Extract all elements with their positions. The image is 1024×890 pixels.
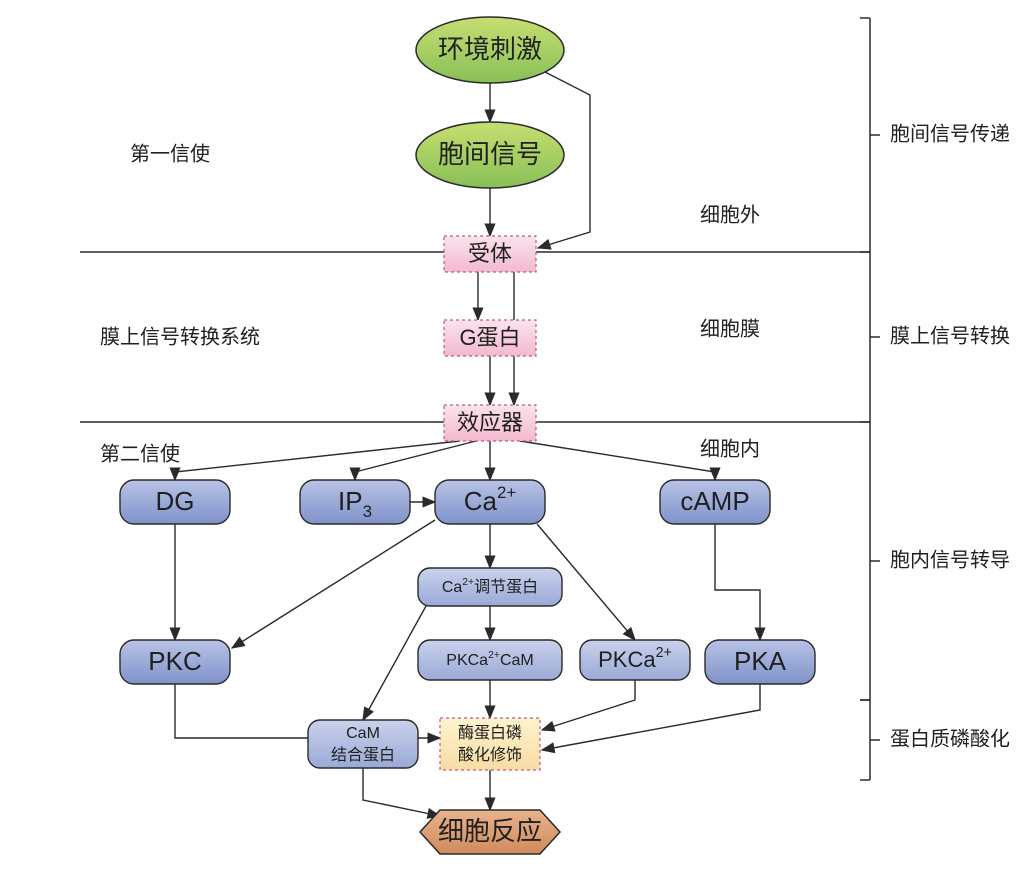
edge-pka-enzyme [542, 684, 760, 750]
edge-cambind-response [363, 768, 440, 816]
node-pka: PKA [705, 640, 815, 684]
side-label-left1: 第一信使 [130, 142, 210, 165]
side-label-left2: 膜上信号转换系统 [100, 325, 260, 348]
node-camp: cAMP [660, 480, 770, 524]
nodes: 环境刺激胞间信号受体 G蛋白效应器 DG IP3 Ca2+ cAMP Ca2+调节蛋白 PKC… [120, 17, 815, 854]
edge-effector-dg [175, 441, 460, 480]
node-label: cAMP [680, 486, 749, 516]
node-ca: Ca2+ [435, 480, 545, 524]
node-label: DG [156, 486, 195, 516]
bracket-label-b3: 胞内信号转导 [890, 548, 1010, 571]
node-dg: DG [120, 480, 230, 524]
labels: 第一信使膜上信号转换系统第二信使 细胞外细胞膜细胞内 [100, 142, 760, 465]
node-label: G蛋白 [459, 325, 520, 350]
node-label: 酶蛋白磷 [458, 724, 522, 742]
side-label-left3: 第二信使 [100, 442, 180, 465]
node-cambind: CaM 结合蛋白 [308, 720, 418, 768]
node-label: Ca2+调节蛋白 [442, 577, 538, 596]
node-stimulus: 环境刺激 [416, 17, 564, 83]
node-label: PKC [148, 646, 201, 676]
node-enzyme: 酶蛋白磷酸化修饰 [440, 718, 540, 770]
edge-ca-pkc [232, 520, 435, 648]
side-label-right3: 细胞内 [700, 437, 760, 460]
side-label-right2: 细胞膜 [700, 317, 760, 340]
edge-careg-cambind [363, 606, 426, 720]
node-pkcacam: PKCa2+CaM [418, 640, 562, 680]
bracket-label-b1: 胞间信号传递 [890, 122, 1010, 145]
node-ip3: IP3 [300, 480, 410, 524]
node-pkc: PKC [120, 640, 230, 684]
node-response: 细胞反应 [420, 810, 560, 854]
signal-pathway-diagram: 环境刺激胞间信号受体 G蛋白效应器 DG IP3 Ca2+ cAMP Ca2+调节蛋白 PKC… [0, 0, 1024, 890]
node-label: 环境刺激 [438, 34, 542, 64]
edge-effector-camp [520, 441, 715, 480]
node-label: 细胞反应 [438, 816, 542, 846]
node-careg: Ca2+调节蛋白 [418, 568, 562, 606]
node-label: 受体 [468, 241, 512, 266]
node-effector: 效应器 [444, 405, 536, 441]
edge-camp-pka [715, 524, 760, 640]
edge-effector-ip3 [355, 441, 476, 480]
node-label-2: 酸化修饰 [458, 746, 522, 764]
edge-pkca-enzyme [542, 680, 635, 730]
node-label-2: 结合蛋白 [331, 746, 395, 764]
section-brackets: 胞间信号传递膜上信号转换胞内信号转导蛋白质磷酸化 [860, 18, 1010, 780]
node-receptor: 受体 [444, 236, 536, 272]
node-label: CaM [346, 725, 380, 742]
bracket-label-b4: 蛋白质磷酸化 [890, 727, 1010, 750]
node-gprotein: G蛋白 [444, 320, 536, 356]
bracket-label-b2: 膜上信号转换 [890, 324, 1010, 347]
node-pkca: PKCa2+ [580, 640, 690, 680]
node-label: 效应器 [457, 410, 523, 435]
node-label: 胞间信号 [438, 139, 542, 169]
side-label-right1: 细胞外 [700, 203, 760, 226]
node-label: PKA [734, 646, 787, 676]
node-signal: 胞间信号 [416, 122, 564, 188]
